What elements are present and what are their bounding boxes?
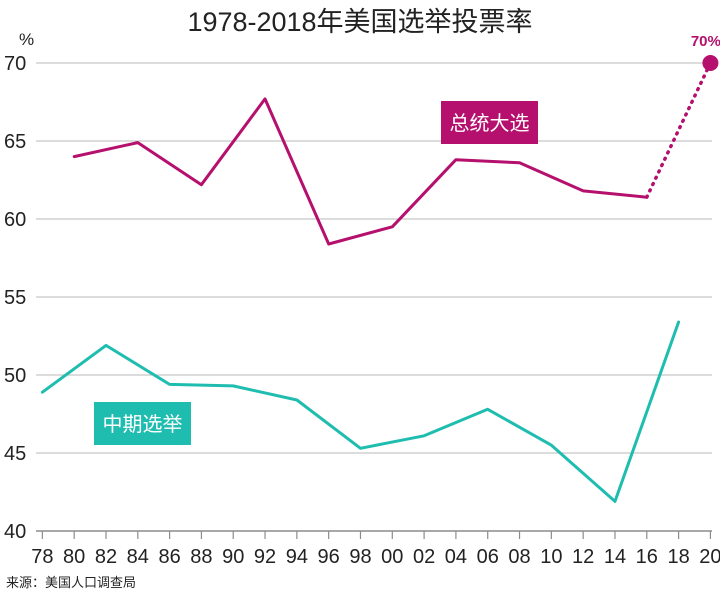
x-tick-label-2018: 18	[667, 546, 689, 568]
forecast-dotted-line	[645, 61, 713, 199]
forecast-label: 70%?	[691, 33, 720, 50]
x-tick-label-1994: 94	[286, 546, 308, 568]
y-tick-label-45: 45	[4, 443, 26, 465]
presidential-turnout-line	[72, 97, 649, 246]
x-tick-label-1984: 84	[127, 546, 149, 568]
chart-title: 1978-2018年美国选举投票率	[187, 7, 532, 37]
x-tick-label-1992: 92	[254, 546, 276, 568]
x-tick-label-1996: 96	[318, 546, 340, 568]
x-tick-label-1988: 88	[190, 546, 212, 568]
legend-label-presidential-text: 总统大选	[450, 112, 530, 135]
x-axis	[36, 530, 712, 539]
x-tick-label-2008: 08	[508, 546, 530, 568]
x-tick-label-1986: 86	[158, 546, 180, 568]
x-tick-label-2004: 04	[445, 546, 467, 568]
y-axis-tick-labels: 40 45 50 55 60 65 70	[4, 53, 26, 543]
series-lines	[40, 97, 681, 503]
x-tick-label-2000: 00	[381, 546, 403, 568]
x-tick-label-1982: 82	[95, 546, 117, 568]
x-tick-label-2020: 20	[699, 546, 720, 568]
gridlines	[36, 62, 712, 454]
legend-label-presidential: 总统大选	[441, 101, 538, 144]
x-tick-label-2016: 16	[636, 546, 658, 568]
y-tick-label-60: 60	[4, 209, 26, 231]
x-tick-label-2014: 14	[604, 546, 626, 568]
x-tick-label-2002: 02	[413, 546, 435, 568]
legend-label-midterm: 中期选举	[94, 402, 191, 445]
x-axis-tick-labels: 78 80 82 84 86 88 90 92 94 96 98 00 02 04 06 08 10 12 14 16…	[31, 546, 720, 568]
x-tick-label-2010: 10	[540, 546, 562, 568]
y-tick-label-70: 70	[4, 53, 26, 75]
source-note: 来源：美国人口调查局	[6, 575, 136, 590]
x-tick-label-1990: 90	[222, 546, 244, 568]
legend-label-presidential-box	[441, 101, 538, 144]
y-axis-unit: %	[19, 30, 34, 49]
forecast-point	[702, 55, 719, 71]
legend-label-midterm-box	[94, 402, 191, 445]
x-tick-label-1998: 98	[349, 546, 371, 568]
x-tick-label-2006: 06	[477, 546, 499, 568]
y-tick-label-50: 50	[4, 365, 26, 387]
midterm-turnout-line	[40, 320, 681, 503]
legend-label-midterm-text: 中期选举	[103, 413, 183, 436]
forecast: 70%?	[645, 33, 720, 199]
y-tick-label-65: 65	[4, 131, 26, 153]
y-tick-label-55: 55	[4, 287, 26, 309]
x-tick-label-1980: 80	[63, 546, 85, 568]
x-tick-label-1978: 78	[31, 546, 53, 568]
x-tick-label-2012: 12	[572, 546, 594, 568]
y-tick-label-40: 40	[4, 521, 26, 543]
